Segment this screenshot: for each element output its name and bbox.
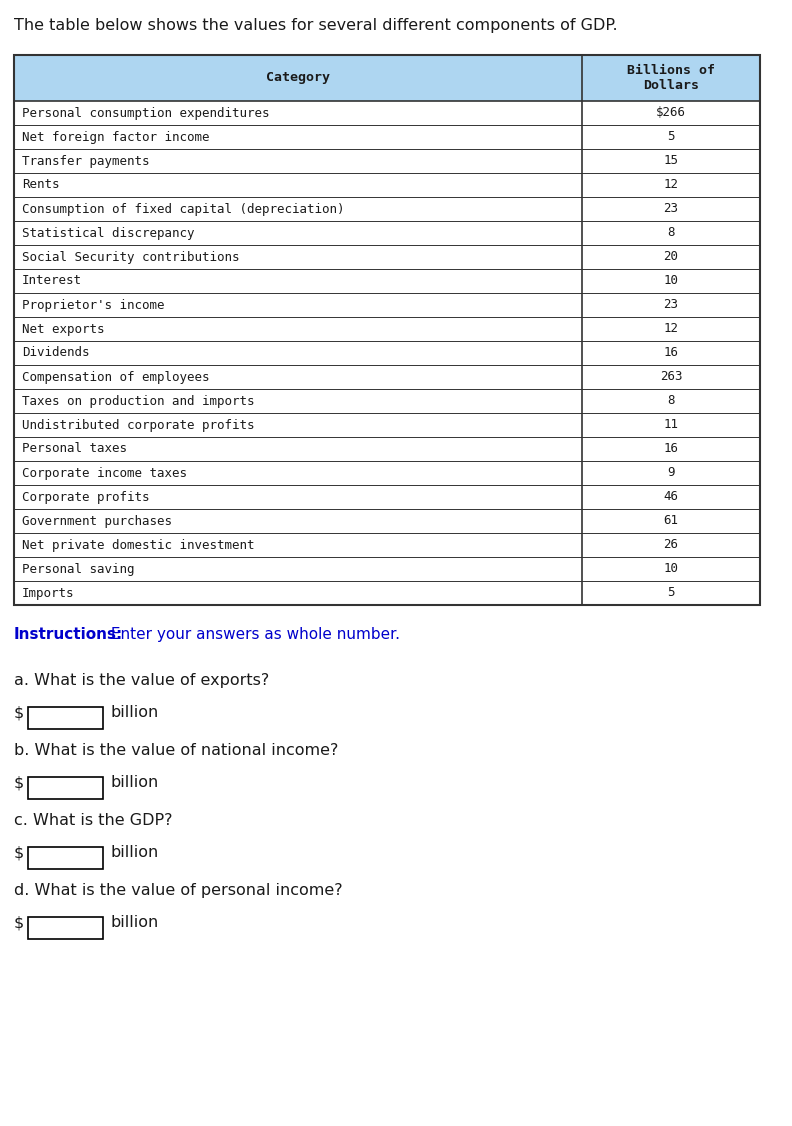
Text: Instructions:: Instructions: — [14, 627, 124, 642]
Text: b. What is the value of national income?: b. What is the value of national income? — [14, 743, 338, 758]
Text: billion: billion — [111, 844, 159, 860]
Text: 8: 8 — [667, 226, 675, 240]
Text: Corporate income taxes: Corporate income taxes — [22, 466, 187, 480]
Text: Transfer payments: Transfer payments — [22, 154, 150, 168]
Text: Statistical discrepancy: Statistical discrepancy — [22, 226, 195, 240]
Text: 5: 5 — [667, 587, 675, 599]
Text: Net private domestic investment: Net private domestic investment — [22, 538, 254, 552]
Text: Personal consumption expenditures: Personal consumption expenditures — [22, 107, 269, 119]
Text: billion: billion — [111, 775, 159, 790]
Text: $: $ — [14, 705, 25, 720]
Text: Category: Category — [266, 71, 330, 84]
Text: 9: 9 — [667, 466, 675, 480]
Text: 16: 16 — [664, 443, 679, 456]
Text: 263: 263 — [660, 370, 682, 384]
Text: Government purchases: Government purchases — [22, 515, 172, 527]
Text: 10: 10 — [664, 563, 679, 575]
Text: Enter your answers as whole number.: Enter your answers as whole number. — [106, 627, 400, 642]
Text: Proprietor's income: Proprietor's income — [22, 298, 165, 312]
Text: 26: 26 — [664, 538, 679, 552]
Bar — [28, 707, 103, 729]
Text: 5: 5 — [667, 131, 675, 143]
Text: Imports: Imports — [22, 587, 74, 599]
Text: 23: 23 — [664, 298, 679, 312]
Text: Rents: Rents — [22, 179, 59, 191]
Text: Dividends: Dividends — [22, 347, 89, 359]
Text: Net exports: Net exports — [22, 322, 105, 336]
Text: Social Security contributions: Social Security contributions — [22, 250, 239, 263]
Text: 16: 16 — [664, 347, 679, 359]
Bar — [28, 777, 103, 799]
Bar — [14, 55, 760, 605]
Bar — [28, 917, 103, 939]
Text: billion: billion — [111, 705, 159, 720]
Text: $: $ — [14, 915, 25, 930]
Text: 46: 46 — [664, 491, 679, 503]
Text: Undistributed corporate profits: Undistributed corporate profits — [22, 419, 254, 431]
Text: Personal taxes: Personal taxes — [22, 443, 127, 456]
Text: c. What is the GDP?: c. What is the GDP? — [14, 813, 173, 828]
Text: $: $ — [14, 775, 25, 790]
Text: 12: 12 — [664, 322, 679, 336]
Bar — [28, 847, 103, 869]
Text: 10: 10 — [664, 275, 679, 287]
Text: billion: billion — [111, 915, 159, 930]
Text: 8: 8 — [667, 394, 675, 408]
Text: Corporate profits: Corporate profits — [22, 491, 150, 503]
Text: 12: 12 — [664, 179, 679, 191]
Bar — [14, 55, 760, 101]
Text: Interest: Interest — [22, 275, 82, 287]
Text: $: $ — [14, 844, 25, 860]
Text: a. What is the value of exports?: a. What is the value of exports? — [14, 673, 269, 688]
Text: $266: $266 — [656, 107, 686, 119]
Text: The table below shows the values for several different components of GDP.: The table below shows the values for sev… — [14, 18, 618, 33]
Text: d. What is the value of personal income?: d. What is the value of personal income? — [14, 883, 343, 899]
Text: 61: 61 — [664, 515, 679, 527]
Text: 11: 11 — [664, 419, 679, 431]
Text: Consumption of fixed capital (depreciation): Consumption of fixed capital (depreciati… — [22, 203, 345, 215]
Text: 15: 15 — [664, 154, 679, 168]
Text: Personal saving: Personal saving — [22, 563, 135, 575]
Text: 20: 20 — [664, 250, 679, 263]
Text: Billions of
Dollars: Billions of Dollars — [627, 64, 715, 92]
Text: Net foreign factor income: Net foreign factor income — [22, 131, 210, 143]
Text: Taxes on production and imports: Taxes on production and imports — [22, 394, 254, 408]
Text: 23: 23 — [664, 203, 679, 215]
Text: Compensation of employees: Compensation of employees — [22, 370, 210, 384]
